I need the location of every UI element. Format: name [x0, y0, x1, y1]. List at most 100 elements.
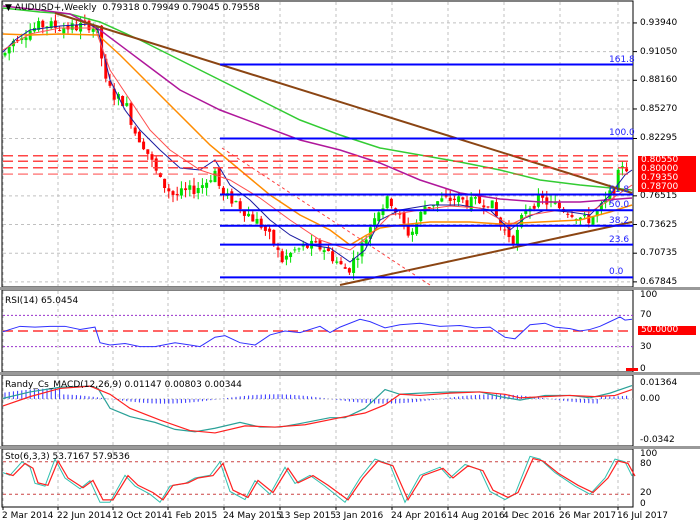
candle-body — [511, 235, 515, 245]
candle-body — [490, 200, 494, 209]
indicator-axis-label: 20 — [640, 488, 652, 499]
candle-body — [503, 229, 507, 231]
resistance-price-tag: 0.79350 — [638, 174, 696, 183]
candle-body — [100, 25, 104, 59]
fib-label: 38.2 — [609, 215, 630, 226]
candle-body — [242, 210, 246, 216]
indicator-axis-label: 100 — [640, 449, 658, 459]
price-axis-label: 0.82295 — [640, 133, 678, 144]
candle-body — [402, 212, 406, 224]
price-axis-label: 0.67845 — [640, 276, 678, 287]
candle-body — [335, 261, 339, 263]
candle-body — [146, 149, 150, 154]
price-axis-label: 0.93940 — [640, 17, 678, 28]
candle-body — [566, 213, 570, 215]
candle-body — [154, 158, 158, 171]
time-axis-label: 26 Mar 2017 — [559, 511, 617, 521]
candle-body — [175, 193, 179, 196]
candle-body — [192, 185, 196, 194]
candle-body — [352, 257, 356, 273]
candle-body — [465, 200, 469, 208]
candle-body — [49, 21, 53, 29]
candle-body — [541, 195, 545, 198]
candle-body — [37, 21, 41, 30]
candle-body — [238, 201, 242, 210]
candle-body — [612, 187, 616, 194]
candle-body — [419, 211, 423, 221]
candle-body — [125, 103, 129, 106]
candle-body — [74, 24, 78, 31]
candle-body — [205, 182, 209, 188]
candle-body — [3, 53, 7, 56]
candle-body — [583, 215, 587, 217]
candle-body — [339, 261, 343, 265]
candle-body — [595, 211, 599, 217]
candle-body — [289, 252, 293, 258]
candle-body — [301, 244, 305, 247]
candle-body — [263, 226, 267, 231]
price-axis-label: 0.76515 — [640, 190, 678, 201]
candle-body — [16, 39, 20, 42]
time-axis-label: 24 Apr 2016 — [391, 511, 447, 521]
stoch-title: Sto(6,3,3) 53.7167 57.9536 — [5, 452, 130, 462]
candle-body — [272, 229, 276, 246]
candle-body — [213, 170, 217, 183]
candle-body — [599, 203, 603, 210]
candle-body — [364, 239, 368, 246]
candle-body — [452, 198, 456, 201]
candle-body — [444, 195, 448, 197]
price-axis-label: 0.85270 — [640, 103, 678, 114]
ma-green-line — [2, 7, 633, 191]
candle-body — [196, 187, 200, 194]
resistance-price-tag: 0.80000 — [638, 165, 696, 174]
collapse-triangle-icon[interactable]: ▼ — [5, 3, 12, 13]
candle-body — [326, 248, 330, 252]
candle-body — [347, 268, 351, 273]
macd-title: Randy_Cs_MACD(12,26,9) 0.01147 0.00803 0… — [5, 380, 242, 390]
time-axis-label: 3 Jan 2016 — [335, 511, 384, 521]
candle-body — [431, 205, 435, 207]
candle-body — [70, 23, 74, 30]
indicator-axis-label: -0.0342 — [640, 435, 675, 445]
candle-body — [427, 207, 431, 209]
candle-body — [104, 58, 108, 79]
candle-body — [121, 96, 125, 107]
price-axis-label: 0.88160 — [640, 75, 678, 86]
fib-label: 161.8 — [609, 54, 635, 65]
candle-body — [209, 180, 213, 182]
candle-body — [381, 208, 385, 216]
candle-body — [230, 191, 234, 204]
candle-body — [297, 248, 301, 250]
indicator-axis-label: 0.00 — [640, 393, 661, 404]
candle-body — [87, 20, 91, 31]
candle-body — [604, 198, 608, 203]
candle-body — [171, 191, 175, 195]
time-axis-label: 1 Feb 2015 — [167, 511, 218, 521]
candle-body — [486, 206, 490, 208]
time-axis-label: 13 Sep 2015 — [279, 511, 337, 521]
candle-body — [385, 196, 389, 209]
fib-label: 0.0 — [609, 267, 624, 278]
time-axis-label: 22 Jun 2014 — [57, 511, 112, 521]
symbol-title: ▼ AUDUSD+,Weekly 0.79318 0.79949 0.79045… — [5, 3, 260, 13]
macd-signal-line — [2, 385, 633, 434]
candle-body — [625, 168, 629, 172]
candle-body — [473, 197, 477, 199]
candle-body — [188, 185, 192, 190]
rsi-pane — [1, 289, 634, 373]
candle-body — [7, 46, 11, 54]
candle-body — [410, 231, 414, 235]
candle-body — [406, 223, 410, 236]
candle-body — [221, 187, 225, 195]
macd-main-line — [2, 384, 633, 433]
candle-body — [108, 80, 112, 86]
candle-body — [545, 197, 549, 205]
candle-body — [322, 250, 326, 253]
candle-body — [305, 244, 309, 248]
candle-body — [184, 188, 188, 191]
candle-body — [515, 229, 519, 245]
candle-body — [137, 131, 141, 143]
candle-body — [377, 212, 381, 222]
candle-body — [255, 218, 259, 224]
